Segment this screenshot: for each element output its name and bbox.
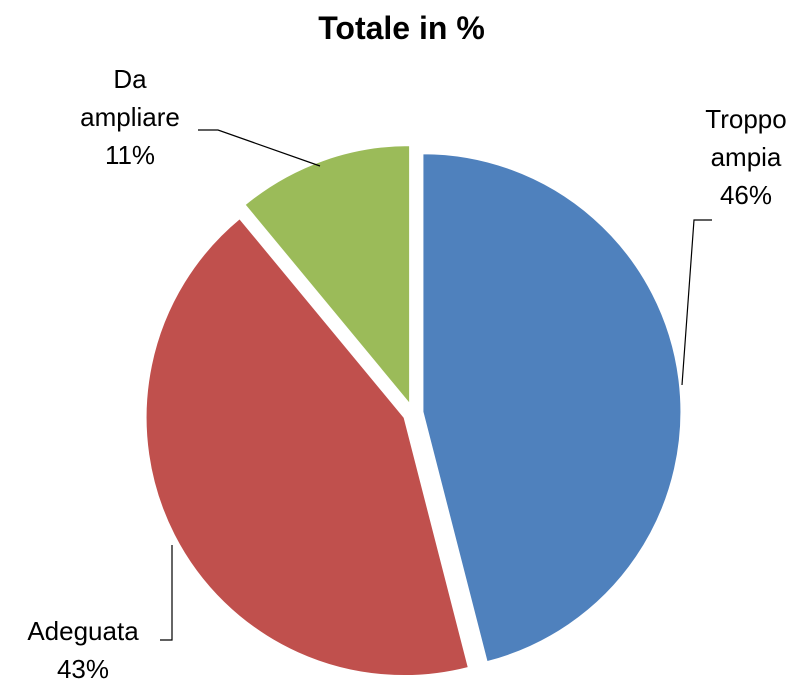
- data-label: Troppo ampia 46%: [690, 100, 802, 214]
- label-value: 46%: [719, 180, 773, 210]
- leader-line: [160, 545, 173, 641]
- leader-line: [681, 219, 712, 386]
- pie-slice: [145, 218, 469, 677]
- label-category: Troppo ampia: [705, 104, 787, 172]
- data-label: Da ampliare 11%: [60, 60, 200, 174]
- chart-title: Totale in %: [318, 10, 485, 46]
- label-category: Da ampliare: [80, 64, 180, 132]
- pie-slice: [244, 145, 411, 405]
- label-value: 11%: [104, 140, 156, 170]
- label-value: 43%: [56, 654, 110, 684]
- pie-slice: [422, 153, 682, 663]
- data-label: Adeguata 43%: [8, 612, 158, 686]
- label-category: Adeguata: [27, 616, 139, 646]
- leader-line: [198, 129, 321, 167]
